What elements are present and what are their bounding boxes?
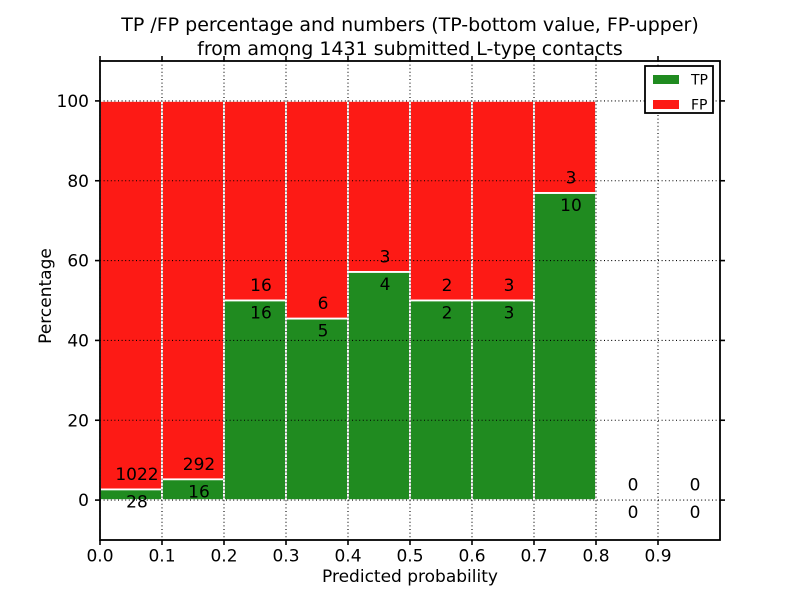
x-tick-label: 0.1 [148, 547, 175, 567]
tick-labels-layer: 0.0 0.1 0.2 0.3 0.4 0.5 0.6 0.7 0.8 0.90204060801… [57, 92, 672, 567]
annotation-tp-count: 0 [628, 503, 639, 523]
annotation-fp-count: 1022 [115, 465, 158, 485]
y-tick-label: 20 [67, 411, 89, 431]
bar-tp-segment [223, 299, 287, 501]
x-tick-label: 0.6 [458, 547, 485, 567]
legend: TP FP [644, 65, 714, 114]
bar-fp-segment [409, 100, 473, 302]
annotation-tp-count: 16 [188, 482, 210, 502]
x-tick-label: 0.5 [396, 547, 423, 567]
legend-swatch-fp [653, 100, 679, 109]
annotation-tp-count: 4 [380, 275, 391, 295]
ticks-layer [95, 56, 725, 545]
annotation-fp-count: 16 [250, 276, 272, 296]
annotation-tp-count: 2 [442, 304, 453, 324]
chart-title-line1: TP /FP percentage and numbers (TP-bottom… [120, 14, 699, 36]
annotation-fp-count: 0 [628, 476, 639, 496]
annotation-fp-count: 0 [690, 476, 701, 496]
legend-swatch-tp [653, 75, 679, 84]
x-tick-label: 0.0 [86, 547, 113, 567]
x-tick-label: 0.4 [334, 547, 361, 567]
bar-fp-segment [223, 100, 287, 302]
annotation-tp-count: 0 [690, 503, 701, 523]
x-tick-label: 0.8 [582, 547, 609, 567]
annotation-fp-count: 3 [566, 169, 577, 189]
annotation-fp-count: 3 [504, 276, 515, 296]
annotation-fp-count: 292 [183, 455, 215, 475]
bar-tp-segment [471, 299, 535, 501]
x-tick-label: 0.9 [644, 547, 671, 567]
bar-annotations-layer: 1022 28 292 16 16 16 6 5 3 4 2 2 3 3 3 10 0 0 0 0 [115, 169, 700, 524]
bar-tp-segment [347, 271, 411, 501]
bar-fp-segment [285, 100, 349, 320]
y-tick-label: 60 [67, 252, 89, 272]
bar-tp-segment [409, 299, 473, 501]
bar-fp-segment [533, 100, 597, 194]
x-tick-label: 0.3 [272, 547, 299, 567]
bar-fp-segment [471, 100, 535, 302]
gridlines-layer [99, 61, 720, 540]
y-tick-label: 100 [57, 92, 89, 112]
legend-label-fp: FP [691, 98, 708, 114]
annotation-tp-count: 5 [318, 322, 329, 342]
annotation-fp-count: 3 [380, 247, 391, 267]
x-tick-label: 0.2 [210, 547, 237, 567]
bar-tp-segment [285, 317, 349, 501]
annotation-tp-count: 3 [504, 304, 515, 324]
annotation-fp-count: 6 [318, 294, 329, 314]
annotation-tp-count: 10 [560, 196, 582, 216]
x-tick-label: 0.7 [520, 547, 547, 567]
annotation-fp-count: 2 [442, 276, 453, 296]
annotation-tp-count: 16 [250, 304, 272, 324]
legend-label-tp: TP [690, 73, 708, 89]
bars-layer [99, 100, 597, 501]
y-axis-label: Percentage [36, 248, 56, 344]
y-tick-label: 40 [67, 331, 89, 351]
bar-fp-segment [161, 100, 225, 481]
bar-fp-segment [99, 100, 163, 491]
chart-title-line2: from among 1431 submitted L-type contact… [197, 38, 623, 60]
y-tick-label: 80 [67, 172, 89, 192]
annotation-tp-count: 28 [126, 492, 148, 512]
y-tick-label: 0 [78, 491, 89, 511]
x-axis-label: Predicted probability [322, 567, 498, 587]
bar-tp-segment [533, 192, 597, 501]
bar-fp-segment [347, 100, 411, 273]
